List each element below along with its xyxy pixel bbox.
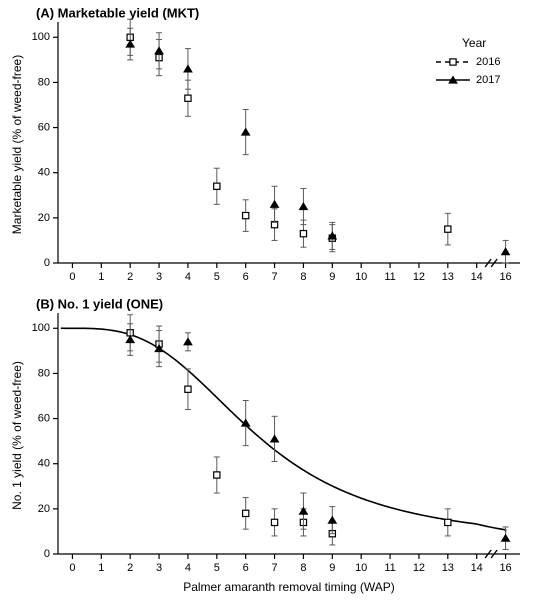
- svg-text:40: 40: [38, 458, 50, 470]
- marker-filled-triangle: [501, 247, 511, 255]
- marker-open-square: [300, 231, 306, 237]
- svg-text:8: 8: [300, 562, 306, 574]
- svg-text:13: 13: [442, 562, 454, 574]
- svg-text:100: 100: [32, 322, 50, 334]
- svg-text:4: 4: [185, 271, 191, 283]
- svg-text:2: 2: [127, 562, 133, 574]
- marker-filled-triangle: [299, 507, 309, 515]
- marker-filled-triangle: [270, 200, 280, 208]
- x-axis-label: Palmer amaranth removal timing (WAP): [183, 580, 395, 594]
- marker-open-square: [445, 226, 451, 232]
- marker-open-square: [271, 519, 277, 525]
- marker-filled-triangle: [327, 516, 337, 524]
- svg-text:40: 40: [38, 167, 50, 179]
- marker-open-square: [214, 183, 220, 189]
- curve-B-2017: [61, 328, 506, 531]
- svg-text:1: 1: [98, 562, 104, 574]
- svg-text:80: 80: [38, 76, 50, 88]
- svg-text:12: 12: [413, 562, 425, 574]
- svg-text:1: 1: [98, 271, 104, 283]
- svg-text:2: 2: [127, 271, 133, 283]
- legend: Year 2016 2017: [436, 36, 500, 86]
- marker-open-square: [214, 472, 220, 478]
- svg-text:5: 5: [214, 562, 220, 574]
- panel-title-A: (A) Marketable yield (MKT): [36, 5, 199, 20]
- svg-text:14: 14: [471, 562, 483, 574]
- marker-filled-triangle: [154, 46, 164, 54]
- svg-text:0: 0: [44, 257, 50, 269]
- svg-text:8: 8: [300, 271, 306, 283]
- marker-filled-triangle: [183, 337, 193, 345]
- svg-text:0: 0: [69, 562, 75, 574]
- y-axis-label-B: No. 1 yield (% of weed-free): [10, 361, 24, 510]
- svg-text:60: 60: [38, 412, 50, 424]
- svg-text:14: 14: [471, 271, 483, 283]
- svg-text:16: 16: [499, 271, 511, 283]
- svg-text:20: 20: [38, 212, 50, 224]
- panel-title-B: (B) No. 1 yield (ONE): [36, 296, 163, 311]
- marker-open-square: [450, 59, 456, 65]
- svg-text:9: 9: [329, 271, 335, 283]
- svg-text:0: 0: [44, 548, 50, 560]
- svg-text:100: 100: [32, 31, 50, 43]
- marker-filled-triangle: [183, 64, 193, 72]
- svg-text:5: 5: [214, 271, 220, 283]
- svg-text:16: 16: [499, 562, 511, 574]
- marker-open-square: [445, 519, 451, 525]
- marker-open-square: [185, 386, 191, 392]
- marker-filled-triangle: [299, 202, 309, 210]
- svg-text:11: 11: [384, 562, 395, 574]
- svg-text:11: 11: [384, 271, 395, 283]
- svg-text:0: 0: [69, 271, 75, 283]
- y-axis-label-A: Marketable yield (% of weed-free): [10, 55, 24, 234]
- svg-text:4: 4: [185, 562, 191, 574]
- svg-text:12: 12: [413, 271, 425, 283]
- legend-item-2016: 2016: [476, 56, 500, 68]
- marker-open-square: [185, 95, 191, 101]
- svg-text:10: 10: [355, 562, 367, 574]
- legend-item-2017: 2017: [476, 74, 500, 86]
- svg-text:3: 3: [156, 562, 162, 574]
- svg-text:60: 60: [38, 121, 50, 133]
- svg-text:10: 10: [355, 271, 367, 283]
- marker-open-square: [243, 212, 249, 218]
- svg-text:13: 13: [442, 271, 454, 283]
- marker-filled-triangle: [241, 128, 251, 136]
- svg-text:7: 7: [272, 271, 278, 283]
- svg-text:6: 6: [243, 271, 249, 283]
- marker-open-square: [243, 510, 249, 516]
- chart-figure: (A) Marketable yield (MKT)020406080100Ma…: [0, 0, 534, 600]
- svg-text:7: 7: [272, 562, 278, 574]
- marker-filled-triangle: [270, 434, 280, 442]
- svg-text:9: 9: [329, 562, 335, 574]
- svg-text:6: 6: [243, 562, 249, 574]
- svg-text:20: 20: [38, 503, 50, 515]
- marker-filled-triangle: [501, 534, 511, 542]
- svg-text:3: 3: [156, 271, 162, 283]
- svg-text:80: 80: [38, 367, 50, 379]
- legend-title: Year: [462, 36, 486, 50]
